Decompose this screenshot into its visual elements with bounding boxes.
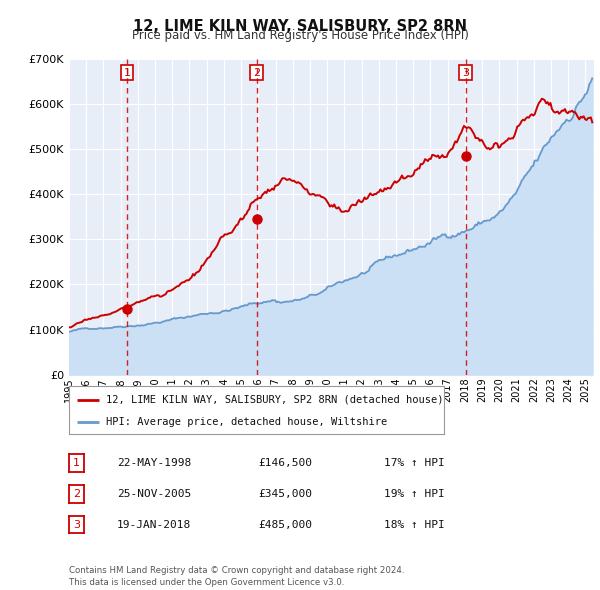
Text: 2: 2 <box>253 67 260 77</box>
Text: 17% ↑ HPI: 17% ↑ HPI <box>384 458 445 468</box>
Text: 1: 1 <box>124 67 131 77</box>
Text: 25-NOV-2005: 25-NOV-2005 <box>117 489 191 499</box>
Text: £345,000: £345,000 <box>258 489 312 499</box>
Text: 12, LIME KILN WAY, SALISBURY, SP2 8RN: 12, LIME KILN WAY, SALISBURY, SP2 8RN <box>133 19 467 34</box>
Text: 18% ↑ HPI: 18% ↑ HPI <box>384 520 445 529</box>
Text: 19-JAN-2018: 19-JAN-2018 <box>117 520 191 529</box>
Text: 3: 3 <box>73 520 80 529</box>
Text: 3: 3 <box>462 67 469 77</box>
Text: 1: 1 <box>73 458 80 468</box>
Text: Contains HM Land Registry data © Crown copyright and database right 2024.
This d: Contains HM Land Registry data © Crown c… <box>69 566 404 587</box>
Text: 2: 2 <box>73 489 80 499</box>
Text: 22-MAY-1998: 22-MAY-1998 <box>117 458 191 468</box>
Text: 19% ↑ HPI: 19% ↑ HPI <box>384 489 445 499</box>
Text: HPI: Average price, detached house, Wiltshire: HPI: Average price, detached house, Wilt… <box>107 417 388 427</box>
Text: £485,000: £485,000 <box>258 520 312 529</box>
Text: Price paid vs. HM Land Registry's House Price Index (HPI): Price paid vs. HM Land Registry's House … <box>131 30 469 42</box>
Text: £146,500: £146,500 <box>258 458 312 468</box>
Text: 12, LIME KILN WAY, SALISBURY, SP2 8RN (detached house): 12, LIME KILN WAY, SALISBURY, SP2 8RN (d… <box>107 395 444 405</box>
